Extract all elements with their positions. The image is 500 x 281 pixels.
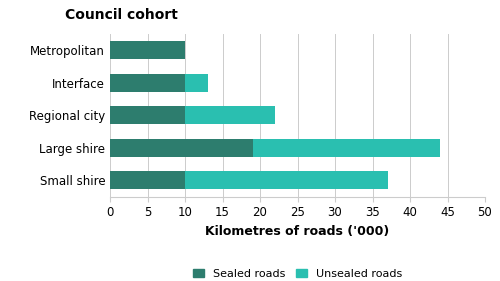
Bar (252, 139, 440, 157)
Legend: Sealed roads, Unsealed roads: Sealed roads, Unsealed roads (188, 264, 407, 281)
Bar (110, 106, 185, 124)
Bar (110, 41, 185, 59)
Bar (185, 171, 388, 189)
Bar (110, 171, 185, 189)
Text: Council cohort: Council cohort (65, 8, 178, 22)
Bar (185, 106, 275, 124)
Bar (110, 74, 185, 92)
Bar (185, 74, 208, 92)
X-axis label: Kilometres of roads ('000): Kilometres of roads ('000) (206, 225, 390, 238)
Bar (110, 139, 253, 157)
